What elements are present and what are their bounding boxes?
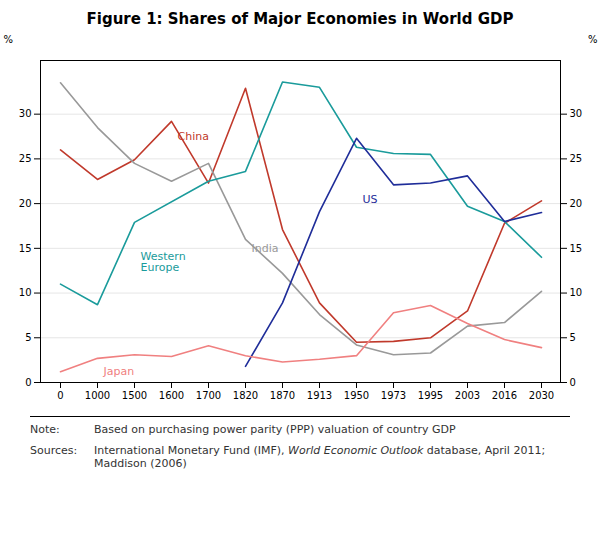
svg-text:1950: 1950 <box>344 390 369 401</box>
svg-text:%: % <box>588 34 598 45</box>
svg-text:10: 10 <box>19 287 32 298</box>
svg-text:1000: 1000 <box>85 390 110 401</box>
svg-text:India: India <box>252 242 279 255</box>
svg-text:2003: 2003 <box>455 390 480 401</box>
svg-text:1700: 1700 <box>196 390 221 401</box>
svg-text:%: % <box>4 34 14 45</box>
svg-text:0: 0 <box>570 377 576 388</box>
svg-text:US: US <box>363 193 378 206</box>
svg-text:5: 5 <box>570 332 576 343</box>
html-text:Based on purchasing power pari: Based on purchasing power parity (PPP) v… <box>94 423 456 436</box>
svg-text:30: 30 <box>19 108 32 119</box>
svg-text:10: 10 <box>570 287 583 298</box>
svg-text:1820: 1820 <box>233 390 258 401</box>
html-text:Sources:: Sources: <box>30 444 78 457</box>
svg-text:25: 25 <box>19 153 32 164</box>
html-text:Figure 1: Shares of Major Econ: Figure 1: Shares of Major Economies in W… <box>86 10 514 28</box>
svg-text:WesternEurope: WesternEurope <box>141 250 186 274</box>
html-text:Note:: Note: <box>30 423 60 436</box>
html-text:International Monetary Fund (I: International Monetary Fund (IMF), World… <box>94 444 546 470</box>
svg-text:1600: 1600 <box>159 390 184 401</box>
svg-text:20: 20 <box>19 198 32 209</box>
svg-text:2030: 2030 <box>529 390 554 401</box>
svg-text:1913: 1913 <box>307 390 332 401</box>
svg-text:5: 5 <box>25 332 31 343</box>
svg-text:30: 30 <box>570 108 583 119</box>
svg-text:25: 25 <box>570 153 583 164</box>
svg-text:0: 0 <box>57 390 63 401</box>
svg-text:0: 0 <box>25 377 31 388</box>
svg-text:20: 20 <box>570 198 583 209</box>
svg-text:Japan: Japan <box>103 365 135 378</box>
svg-text:1973: 1973 <box>381 390 406 401</box>
svg-text:15: 15 <box>19 243 32 254</box>
svg-text:15: 15 <box>570 243 583 254</box>
svg-text:1500: 1500 <box>122 390 147 401</box>
svg-text:China: China <box>178 130 209 143</box>
svg-text:1995: 1995 <box>418 390 443 401</box>
svg-text:2016: 2016 <box>492 390 517 401</box>
svg-text:1870: 1870 <box>270 390 295 401</box>
